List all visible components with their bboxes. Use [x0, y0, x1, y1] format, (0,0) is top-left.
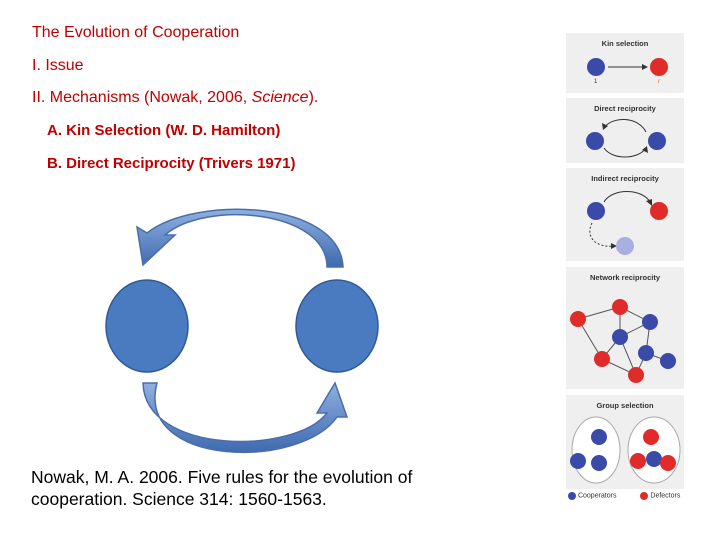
- defector-legend-dot: [640, 492, 649, 500]
- slide-title: The Evolution of Cooperation: [32, 24, 240, 41]
- cooperator-node: [646, 451, 662, 467]
- panel-direct-reciprocity-title: Direct reciprocity: [594, 104, 656, 113]
- group-right: [627, 416, 681, 484]
- mechanisms-suffix: ).: [308, 89, 319, 106]
- panel-direct-reciprocity: Direct reciprocity: [566, 98, 684, 163]
- outline-issue: I. Issue: [32, 57, 84, 74]
- top-arrow: [136, 208, 344, 268]
- cooperator-node: [612, 329, 628, 345]
- cooperator-node: [587, 202, 605, 220]
- defector-node: [570, 311, 586, 327]
- defector-node: [650, 202, 668, 220]
- outline-kin-selection: A. Kin Selection (W. D. Hamilton): [47, 122, 281, 139]
- panel-indirect-reciprocity-title: Indirect reciprocity: [591, 174, 659, 183]
- panel-network-reciprocity: Network reciprocity: [566, 267, 684, 389]
- cooperator-node: [660, 353, 676, 369]
- mechanisms-journal: Science: [251, 89, 309, 106]
- bottom-arrow: [142, 381, 349, 454]
- cooperator-legend-dot: [568, 492, 576, 500]
- cooperator-node: [642, 314, 658, 330]
- panel-group-selection: Group selection: [566, 395, 684, 489]
- cooperator-node: [587, 58, 605, 76]
- group-left: [571, 416, 621, 484]
- panel-network-reciprocity-title: Network reciprocity: [589, 273, 661, 282]
- cooperator-node: [570, 453, 586, 469]
- reference-line-2: cooperation. Science 314: 1560-1563.: [31, 489, 327, 509]
- mechanisms-prefix: II. Mechanisms (Nowak, 2006,: [32, 89, 252, 106]
- defector-node: [650, 58, 668, 76]
- kin-label-right: r: [658, 79, 660, 85]
- outline-mechanisms: II. Mechanisms (Nowak, 2006, Science).: [32, 89, 318, 107]
- reference-citation: Nowak, M. A. 2006. Five rules for the ev…: [31, 466, 412, 510]
- reference-line-1: Nowak, M. A. 2006. Five rules for the ev…: [31, 467, 413, 487]
- cooperator-node: [591, 455, 607, 471]
- left-node: [105, 279, 189, 373]
- panel-group-selection-title: Group selection: [596, 401, 654, 410]
- panel-kin-selection: Kin selection 1 r: [566, 33, 684, 93]
- legend-defectors: Defectors: [650, 492, 681, 500]
- right-node: [295, 279, 379, 373]
- defector-node: [612, 299, 628, 315]
- defector-node: [660, 455, 676, 471]
- cooperator-node: [638, 345, 654, 361]
- defector-node: [643, 429, 659, 445]
- defector-node: [628, 367, 644, 383]
- cooperator-node: [591, 429, 607, 445]
- cooperator-node: [586, 132, 604, 150]
- legend-cooperators: Cooperators: [577, 492, 617, 500]
- outline-direct-reciprocity: B. Direct Reciprocity (Trivers 1971): [47, 155, 296, 172]
- kin-label-left: 1: [594, 79, 598, 85]
- cooperator-node: [648, 132, 666, 150]
- panel-indirect-reciprocity: Indirect reciprocity: [566, 168, 684, 261]
- reciprocity-diagram: [105, 208, 379, 454]
- defector-node: [630, 453, 646, 469]
- defector-node: [594, 351, 610, 367]
- faded-cooperator-node: [616, 237, 634, 255]
- figure-legend: Cooperators Defectors: [566, 492, 684, 506]
- panel-kin-selection-title: Kin selection: [601, 39, 649, 48]
